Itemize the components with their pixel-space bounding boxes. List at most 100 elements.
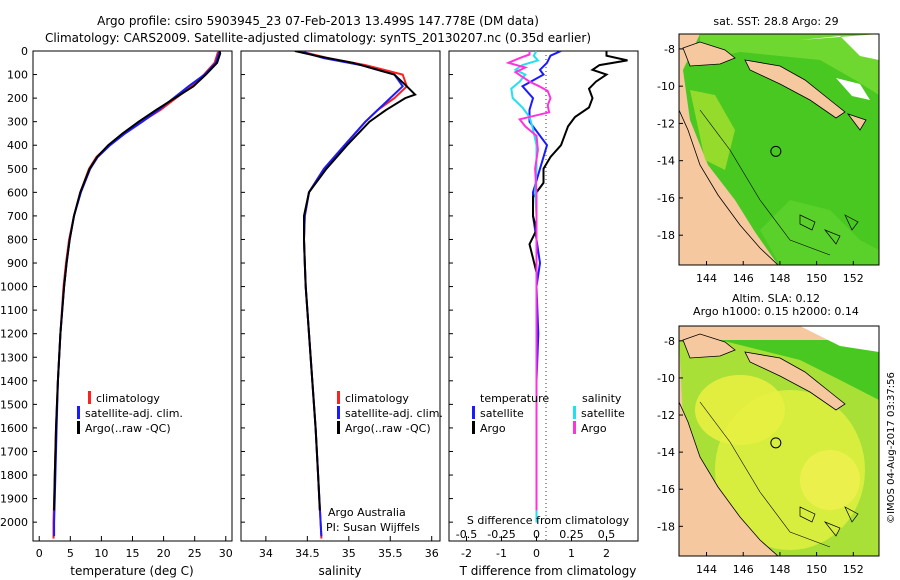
temperature-panel: 0100200300400500600700800900100011001200… bbox=[0, 45, 233, 578]
sea-north bbox=[700, 34, 879, 95]
temperature-xlabel: temperature (deg C) bbox=[70, 564, 193, 578]
lon-tick-label: 146 bbox=[733, 563, 754, 576]
salinity-yticks bbox=[241, 50, 245, 523]
ytick-label: 500 bbox=[7, 163, 28, 176]
difference-lines bbox=[505, 51, 628, 523]
lat-tick-label: -18 bbox=[657, 229, 675, 242]
argo-location-marker bbox=[770, 145, 782, 157]
ytick-label: 1300 bbox=[0, 351, 28, 364]
legend-climatology-mark bbox=[88, 391, 91, 404]
xtick-label: 2 bbox=[603, 547, 610, 560]
difference-xaxis: -2 -1 0 1 2 -0.5 -0.25 0 0.25 0.5 bbox=[456, 528, 615, 560]
sea-warm-patch bbox=[690, 90, 735, 170]
ytick-label: 1400 bbox=[0, 375, 28, 388]
s-tick-label: 0.25 bbox=[559, 528, 584, 541]
lat-tick-label: -16 bbox=[657, 483, 675, 496]
t-diff-label: T difference from climatology bbox=[459, 564, 637, 578]
legend-satellite-mark bbox=[337, 406, 340, 419]
ytick-label: 800 bbox=[7, 233, 28, 246]
lat-tick-label: -10 bbox=[657, 80, 675, 93]
ytick-label: 900 bbox=[7, 257, 28, 270]
legend-s-argo: Argo bbox=[581, 422, 607, 435]
temperature-legend: climatology satellite-adj. clim. Argo(..… bbox=[77, 391, 183, 435]
ytick-label: 700 bbox=[7, 210, 28, 223]
xtick-label: 30 bbox=[219, 547, 233, 560]
png-coast bbox=[682, 333, 736, 359]
australia-coast bbox=[679, 401, 779, 556]
lat-tick-label: -8 bbox=[664, 43, 675, 56]
ytick-label: 1800 bbox=[0, 469, 28, 482]
ytick-label: 100 bbox=[7, 69, 28, 82]
xtick-label: -2 bbox=[461, 547, 472, 560]
annotation-pi: PI: Susan Wijffels bbox=[326, 521, 420, 534]
sst-map-axes: 144 146 148 150 152 -8 -10 -12 -14 -16 -18 bbox=[657, 43, 864, 285]
png-tail bbox=[744, 59, 846, 119]
temperature-frame bbox=[32, 50, 233, 542]
legend-satellite-mark bbox=[77, 406, 80, 419]
bathymetry-contour bbox=[699, 401, 831, 548]
lat-tick-label: -16 bbox=[657, 192, 675, 205]
difference-yticks bbox=[449, 50, 453, 523]
lat-tick-label: -10 bbox=[657, 372, 675, 385]
xtick-label: 34.5 bbox=[295, 547, 320, 560]
s-tick-label: 0 bbox=[533, 528, 540, 541]
s-tick-label: -0.25 bbox=[487, 528, 515, 541]
lon-tick-label: 148 bbox=[769, 272, 790, 285]
salinity-panel: 34 34.5 35 35.5 36 salinity climatology sate… bbox=[240, 50, 443, 578]
salinity-xlabel: salinity bbox=[318, 564, 361, 578]
sla-map: Altim. SLA: 0.12 Argo h1000: 0.15 h2000:… bbox=[657, 292, 880, 576]
legend-s-satellite: satellite bbox=[581, 407, 625, 420]
australia-coast bbox=[679, 109, 779, 265]
ytick-label: 1100 bbox=[0, 304, 28, 317]
bathymetry-contour bbox=[699, 109, 831, 256]
legend-satellite: satellite-adj. clim. bbox=[85, 407, 183, 420]
xtick-label: 0 bbox=[36, 547, 43, 560]
salinity-frame bbox=[240, 50, 441, 542]
s-tick-label: 0.5 bbox=[598, 528, 616, 541]
legend-argo-mark bbox=[77, 421, 80, 434]
ytick-label: 1000 bbox=[0, 281, 28, 294]
png-coast bbox=[682, 41, 736, 67]
salinity-legend: climatology satellite-adj. clim. Argo(..… bbox=[337, 391, 443, 435]
reefs bbox=[799, 214, 859, 245]
sst-map: sat. SST: 28.8 Argo: 29 144 146 148 150 152 -… bbox=[657, 15, 880, 285]
sla-map-axes: 144 146 148 150 152 -8 -10 -12 -14 -16 -18 bbox=[657, 335, 864, 576]
no-data-patch bbox=[836, 78, 870, 100]
island bbox=[846, 113, 867, 131]
ytick-label: 1200 bbox=[0, 328, 28, 341]
ytick-label: 1500 bbox=[0, 398, 28, 411]
temperature-lines bbox=[52, 51, 222, 539]
ytick-label: 300 bbox=[7, 116, 28, 129]
legend-salinity-title: salinity bbox=[582, 392, 622, 405]
lat-tick-label: -18 bbox=[657, 520, 675, 533]
lon-tick-label: 146 bbox=[733, 272, 754, 285]
sla-peak bbox=[800, 450, 860, 510]
xtick-label: 15 bbox=[126, 547, 140, 560]
legend-t-argo: Argo bbox=[480, 422, 506, 435]
sla-map-title1: Altim. SLA: 0.12 bbox=[732, 292, 820, 305]
ytick-label: 2000 bbox=[0, 516, 28, 529]
xtick-label: 36 bbox=[425, 547, 439, 560]
ytick-label: 200 bbox=[7, 92, 28, 105]
lat-tick-label: -12 bbox=[657, 117, 675, 130]
difference-legend: temperature satellite Argo salinity sate… bbox=[472, 392, 625, 435]
legend-climatology: climatology bbox=[345, 392, 409, 405]
series-line bbox=[505, 51, 552, 511]
xtick-label: 0 bbox=[533, 547, 540, 560]
lat-tick-label: -12 bbox=[657, 409, 675, 422]
sla-map-title2: Argo h1000: 0.15 h2000: 0.14 bbox=[693, 305, 859, 318]
header-line2: Climatology: CARS2009. Satellite-adjuste… bbox=[45, 31, 591, 45]
lat-tick-label: -14 bbox=[657, 155, 675, 168]
salinity-xaxis: 34 34.5 35 35.5 36 bbox=[259, 536, 439, 560]
header-line1: Argo profile: csiro 5903945_23 07-Feb-20… bbox=[97, 14, 539, 28]
depth-axis: 0 100 200 300 400 500 600 700 800 900 1000 1100 1200… bbox=[0, 45, 37, 529]
reefs bbox=[799, 506, 859, 537]
ytick-label: 400 bbox=[7, 139, 28, 152]
xtick-label: 34 bbox=[259, 547, 273, 560]
series-line bbox=[53, 51, 222, 511]
lat-tick-label: -8 bbox=[664, 335, 675, 348]
legend-climatology-mark bbox=[337, 391, 340, 404]
s-diff-label: S difference from climatology bbox=[467, 514, 630, 527]
xtick-label: 35.5 bbox=[378, 547, 403, 560]
lat-tick-label: -14 bbox=[657, 446, 675, 459]
